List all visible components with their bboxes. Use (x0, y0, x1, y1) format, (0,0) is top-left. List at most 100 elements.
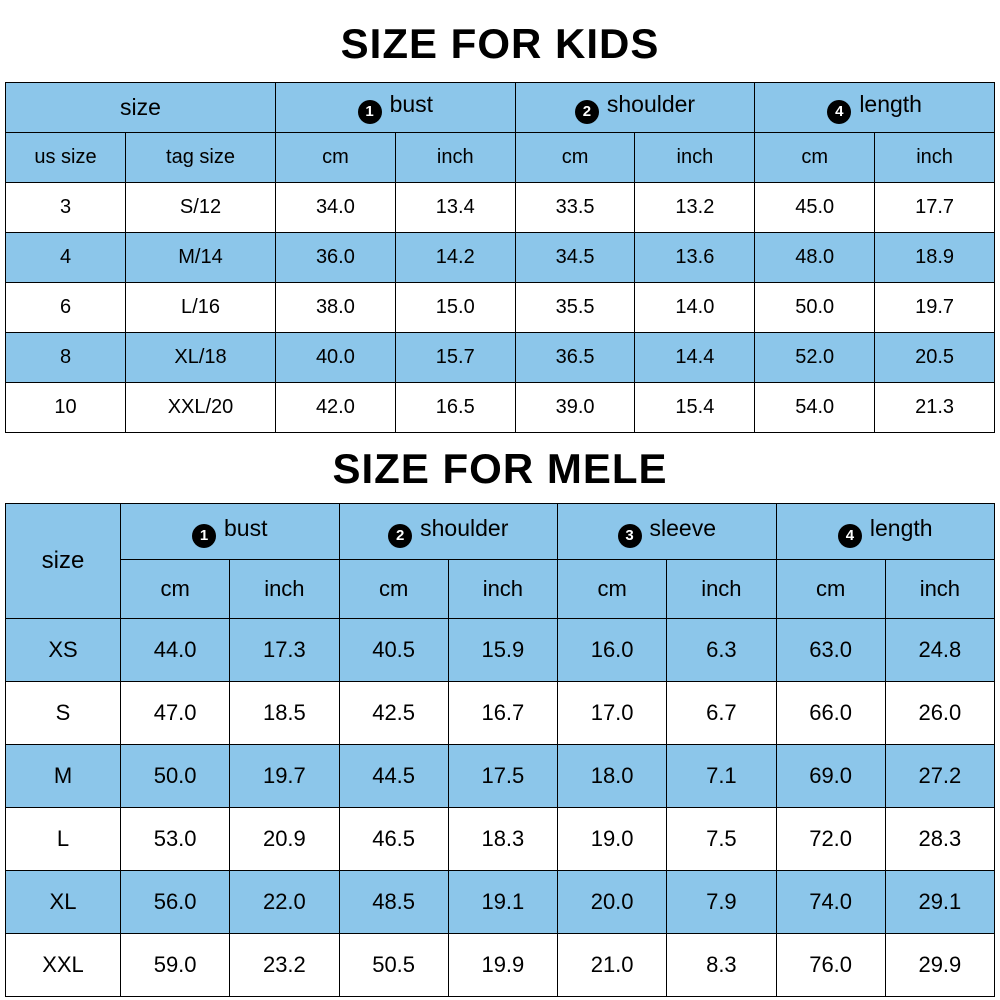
table-cell: 42.0 (275, 382, 396, 433)
table-cell: 16.5 (394, 382, 516, 433)
table-cell: 74.0 (775, 870, 886, 934)
table-cell: 13.6 (634, 232, 756, 283)
table-cell: 46.5 (338, 807, 449, 871)
table-cell: 15.7 (394, 332, 516, 383)
table-cell: 50.0 (119, 744, 231, 808)
table-row: 8 XL/18 40.0 15.7 36.5 14.4 52.0 20.5 (5, 332, 995, 383)
table-cell: 20.0 (556, 870, 668, 934)
table-cell: 50.0 (754, 282, 876, 333)
group-header-label: bust (389, 91, 434, 117)
table-cell: 19.7 (229, 744, 340, 808)
table-cell: 36.5 (514, 332, 636, 383)
column-header: cm (275, 132, 396, 183)
table-cell: 17.7 (874, 182, 995, 233)
group-header-label: length (869, 515, 933, 541)
table-row: XL 56.0 22.0 48.5 19.1 20.0 7.9 74.0 29.… (5, 870, 996, 934)
column-header: us size (5, 132, 126, 183)
table-cell: 20.9 (229, 807, 340, 871)
column-header: cm (556, 559, 668, 619)
table-cell: 14.4 (634, 332, 756, 383)
column-header: cm (775, 559, 886, 619)
table-cell: 69.0 (775, 744, 886, 808)
table-cell: L (5, 807, 121, 871)
table-cell: 52.0 (754, 332, 876, 383)
table-cell: 56.0 (119, 870, 231, 934)
table-row: 10 XXL/20 42.0 16.5 39.0 15.4 54.0 21.3 (5, 382, 995, 433)
table-cell: 3 (5, 182, 126, 233)
table-cell: 34.0 (275, 182, 396, 233)
table-cell: 6.7 (666, 681, 777, 745)
table-cell: 44.5 (338, 744, 449, 808)
table-cell: 16.7 (447, 681, 559, 745)
kids-subheader-row: us size tag size cm inch cm inch cm inch (5, 132, 995, 183)
table-cell: 23.2 (229, 933, 340, 997)
table-cell: 59.0 (119, 933, 231, 997)
group-header-length: 4 length (775, 503, 995, 560)
column-header: inch (666, 559, 777, 619)
table-cell: 26.0 (884, 681, 996, 745)
table-cell: 34.5 (514, 232, 636, 283)
table-cell: S (5, 681, 121, 745)
circled-4-icon: 4 (827, 100, 852, 124)
table-cell: 50.5 (338, 933, 449, 997)
group-header-size: size (5, 82, 276, 133)
circled-2-icon: 2 (574, 100, 599, 124)
column-header: inch (634, 132, 756, 183)
table-row: 4 M/14 36.0 14.2 34.5 13.6 48.0 18.9 (5, 232, 995, 283)
table-cell: 19.0 (556, 807, 668, 871)
table-cell: M/14 (125, 232, 276, 283)
table-cell: 8.3 (666, 933, 777, 997)
group-header-label: bust (224, 515, 268, 541)
table-cell: 7.1 (666, 744, 777, 808)
table-cell: S/12 (125, 182, 276, 233)
table-row: S 47.0 18.5 42.5 16.7 17.0 6.7 66.0 26.0 (5, 681, 996, 745)
table-cell: XL/18 (125, 332, 276, 383)
column-header: inch (447, 559, 559, 619)
table-cell: 13.4 (394, 182, 516, 233)
table-cell: XL (5, 870, 121, 934)
table-cell: 66.0 (775, 681, 886, 745)
circled-4-icon: 4 (837, 524, 862, 548)
table-row: 3 S/12 34.0 13.4 33.5 13.2 45.0 17.7 (5, 182, 995, 233)
table-cell: 20.5 (874, 332, 995, 383)
table-cell: 6.3 (666, 618, 777, 682)
table-cell: 18.5 (229, 681, 340, 745)
mele-subheader-row: cm inch cm inch cm inch cm inch (6, 559, 996, 619)
table-cell: 7.9 (666, 870, 777, 934)
table-cell: 19.1 (447, 870, 559, 934)
table-cell: M (5, 744, 121, 808)
mele-table-title: SIZE FOR MELE (332, 445, 668, 492)
table-cell: 17.5 (447, 744, 559, 808)
group-header-length: 4 length (754, 82, 995, 133)
table-row: 6 L/16 38.0 15.0 35.5 14.0 50.0 19.7 (5, 282, 995, 333)
table-cell: 28.3 (884, 807, 996, 871)
table-cell: 10 (5, 382, 126, 433)
table-cell: 35.5 (514, 282, 636, 333)
table-cell: 44.0 (119, 618, 231, 682)
table-cell: 36.0 (275, 232, 396, 283)
column-header: cm (338, 559, 449, 619)
table-cell: 29.1 (884, 870, 996, 934)
circled-1-icon: 1 (192, 524, 216, 548)
column-header: cm (514, 132, 636, 183)
column-header: tag size (125, 132, 276, 183)
table-cell: 8 (5, 332, 126, 383)
table-cell: 18.9 (874, 232, 995, 283)
table-cell: 63.0 (775, 618, 886, 682)
group-header-shoulder: 2 shoulder (338, 503, 558, 560)
table-cell: 13.2 (634, 182, 756, 233)
column-header: cm (754, 132, 876, 183)
table-cell: XXL/20 (125, 382, 276, 433)
group-header-bust: 1 bust (120, 503, 340, 560)
column-header: inch (874, 132, 995, 183)
table-cell: 40.5 (338, 618, 449, 682)
circled-3-icon: 3 (617, 524, 642, 548)
table-cell: 4 (5, 232, 126, 283)
table-cell: 14.2 (394, 232, 516, 283)
table-row: M 50.0 19.7 44.5 17.5 18.0 7.1 69.0 27.2 (5, 744, 996, 808)
table-cell: 40.0 (275, 332, 396, 383)
table-cell: 53.0 (119, 807, 231, 871)
column-header-size: size (5, 503, 121, 619)
group-header-label: size (120, 94, 161, 120)
